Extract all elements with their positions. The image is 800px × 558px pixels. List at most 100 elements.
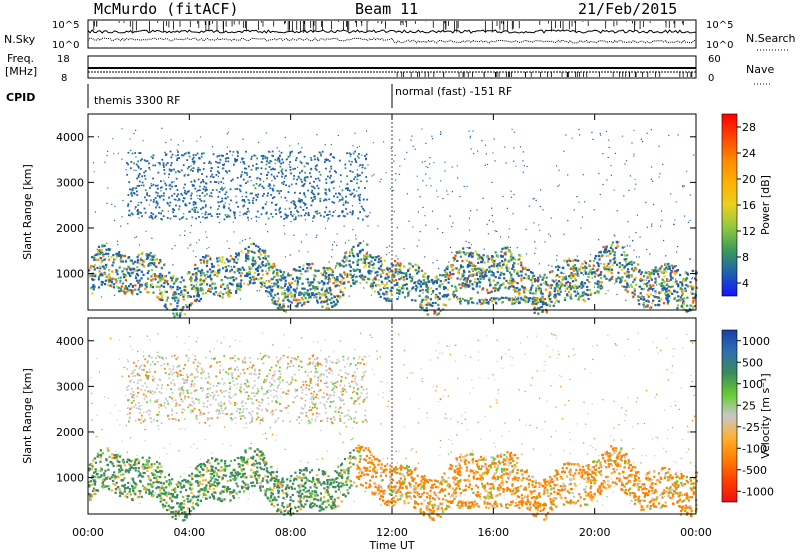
power-cell bbox=[448, 278, 450, 280]
power-speckle bbox=[196, 284, 197, 285]
power-cell bbox=[295, 206, 297, 208]
power-cell bbox=[161, 299, 163, 301]
power-cell bbox=[166, 153, 168, 155]
power-cell bbox=[304, 194, 306, 196]
power-cell bbox=[350, 164, 352, 166]
power-cell bbox=[181, 217, 183, 219]
power-cell bbox=[146, 258, 148, 260]
power-cell bbox=[254, 260, 256, 262]
power-cell bbox=[254, 272, 256, 274]
power-cell bbox=[267, 260, 269, 262]
power-cell bbox=[293, 268, 295, 270]
power-cell bbox=[581, 281, 583, 283]
power-cell bbox=[238, 252, 240, 254]
power-cell bbox=[262, 257, 264, 259]
power-speckle bbox=[382, 282, 383, 283]
power-cell bbox=[477, 278, 479, 280]
power-cell bbox=[637, 263, 639, 265]
power-cell bbox=[581, 263, 583, 265]
power-speckle bbox=[608, 140, 609, 141]
power-cell bbox=[679, 281, 681, 283]
power-cell bbox=[101, 249, 103, 251]
power-cell bbox=[368, 266, 370, 268]
power-cell bbox=[655, 292, 657, 294]
power-cell bbox=[632, 296, 634, 298]
power-speckle bbox=[121, 128, 122, 129]
power-speckle bbox=[290, 254, 291, 255]
power-cell bbox=[310, 288, 312, 290]
power-cell bbox=[535, 287, 537, 289]
power-speckle bbox=[668, 135, 669, 136]
power-speckle bbox=[174, 199, 175, 200]
power-cell bbox=[137, 261, 139, 263]
power-cell bbox=[686, 272, 688, 274]
power-cell bbox=[301, 181, 303, 183]
power-cell bbox=[468, 275, 470, 277]
power-cell bbox=[321, 280, 323, 282]
power-speckle bbox=[285, 215, 286, 216]
power-cell bbox=[632, 281, 634, 283]
velocity-cell bbox=[365, 482, 367, 484]
power-cell bbox=[128, 272, 130, 274]
power-cell bbox=[430, 287, 432, 289]
power-cell bbox=[111, 256, 113, 258]
power-cell bbox=[205, 204, 207, 206]
power-cell bbox=[92, 286, 94, 288]
power-cell bbox=[359, 271, 361, 273]
power-cell bbox=[304, 166, 306, 168]
power-cell bbox=[250, 158, 252, 160]
power-speckle bbox=[189, 245, 190, 246]
power-cell bbox=[255, 278, 257, 280]
power-cell bbox=[176, 195, 178, 197]
power-colorbar-tick-label: 20 bbox=[742, 173, 756, 186]
power-cell bbox=[297, 302, 299, 304]
power-cell bbox=[471, 301, 473, 303]
power-cell bbox=[335, 193, 337, 195]
velocity-cell bbox=[481, 483, 483, 485]
power-cell bbox=[299, 266, 301, 268]
power-cell bbox=[184, 286, 186, 288]
power-cell bbox=[657, 297, 659, 299]
power-speckle bbox=[98, 136, 99, 137]
power-speckle bbox=[653, 288, 654, 289]
power-cell bbox=[497, 289, 499, 291]
power-speckle bbox=[265, 287, 266, 288]
power-cell bbox=[469, 264, 471, 266]
power-cell bbox=[171, 181, 173, 183]
velocity-cell bbox=[220, 466, 222, 468]
power-cell bbox=[158, 172, 160, 174]
power-cell bbox=[198, 179, 200, 181]
power-cell bbox=[304, 172, 306, 174]
power-cell bbox=[362, 167, 364, 169]
power-cell bbox=[267, 291, 269, 293]
power-cell bbox=[474, 268, 476, 270]
power-cell bbox=[142, 274, 144, 276]
power-cell bbox=[266, 174, 268, 176]
power-cell bbox=[614, 251, 616, 253]
power-cell bbox=[291, 151, 293, 153]
power-cell bbox=[188, 152, 190, 154]
power-cell bbox=[201, 173, 203, 175]
power-speckle bbox=[470, 210, 471, 211]
power-speckle bbox=[107, 187, 108, 188]
velocity-cell bbox=[356, 485, 358, 487]
power-cell bbox=[480, 278, 482, 280]
power-cell bbox=[163, 162, 165, 164]
power-cell bbox=[619, 262, 621, 264]
power-cell bbox=[349, 264, 351, 266]
power-cell bbox=[349, 255, 351, 257]
power-cell bbox=[120, 258, 122, 260]
power-cell bbox=[346, 256, 348, 258]
power-cell bbox=[655, 267, 657, 269]
power-cell bbox=[371, 270, 373, 272]
power-cell bbox=[138, 289, 140, 291]
power-cell bbox=[418, 270, 420, 272]
power-cell bbox=[240, 190, 242, 192]
power-cell bbox=[591, 271, 593, 273]
power-cell bbox=[150, 252, 152, 254]
power-cell bbox=[524, 295, 526, 297]
power-speckle bbox=[476, 209, 477, 210]
power-cell bbox=[273, 297, 275, 299]
power-cell bbox=[229, 216, 231, 218]
power-cell bbox=[188, 166, 190, 168]
